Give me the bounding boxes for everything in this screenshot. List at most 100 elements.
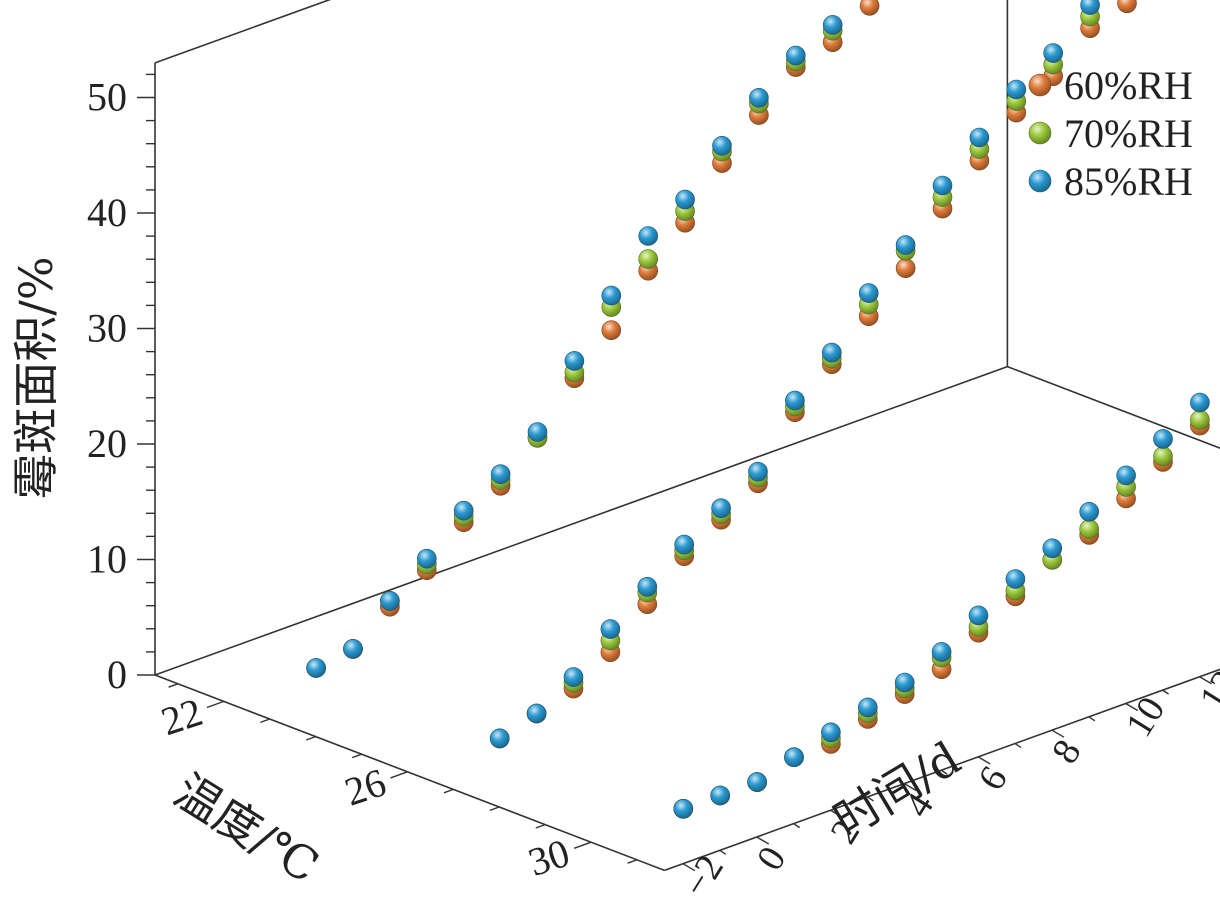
temperature-minor-tick (306, 735, 316, 741)
data-point-60pctrh (1117, 0, 1137, 14)
data-point-85pctrh (563, 667, 584, 687)
temperature-major-tick (573, 841, 592, 849)
data-point-85pctrh (490, 464, 511, 485)
legend-label: 85%RH (1064, 159, 1193, 204)
data-point-85pctrh (748, 461, 768, 482)
data-point-85pctrh (637, 576, 658, 597)
data-point-85pctrh (1080, 0, 1100, 15)
data-point-85pctrh (1043, 43, 1063, 63)
time-major-tick (756, 836, 770, 845)
data-point-85pctrh (416, 548, 437, 569)
time-tick-label: 8 (1044, 733, 1090, 771)
top-left-edge (154, 0, 332, 64)
axes-frame (154, 0, 1220, 872)
data-point-85pctrh (600, 619, 621, 639)
data-point-85pctrh (489, 728, 510, 749)
data-point-85pctrh (1042, 538, 1063, 559)
time-minor-tick (793, 823, 801, 829)
data-point-85pctrh (931, 642, 952, 662)
temperature-minor-tick (260, 718, 270, 724)
data-point-70pctrh (1079, 519, 1099, 539)
data-point-85pctrh (526, 703, 547, 724)
z-tick-label: 30 (87, 306, 127, 351)
temperature-axis-title: 温度/℃ (165, 763, 328, 893)
data-point-70pctrh (1153, 446, 1173, 467)
time-tick-label: 10 (1118, 690, 1174, 744)
legend-marker (1028, 73, 1052, 97)
data-point-85pctrh (1006, 79, 1027, 100)
data-point-85pctrh (712, 136, 732, 156)
data-point-85pctrh (822, 15, 843, 35)
data-point-85pctrh (710, 785, 731, 806)
time-minor-tick (1088, 716, 1096, 722)
legend-label: 60%RH (1064, 63, 1193, 108)
data-point-85pctrh (674, 534, 695, 555)
data-point-70pctrh (1190, 409, 1210, 430)
time-tick-label: 6 (970, 759, 1016, 797)
z-axis-title: 霉斑面积/% (9, 256, 63, 499)
temperature-tick-label: 26 (339, 759, 391, 814)
temperature-minor-tick (535, 823, 546, 829)
data-point-85pctrh (675, 189, 695, 210)
data-point-85pctrh (711, 498, 731, 519)
time-major-tick (1125, 702, 1139, 712)
time-major-tick (682, 863, 696, 872)
temperature-minor-tick (443, 788, 454, 794)
z-tick-label: 50 (87, 75, 127, 120)
data-point-85pctrh (1116, 465, 1136, 486)
legend-marker (1028, 169, 1052, 193)
temperature-minor-tick (351, 753, 362, 759)
data-point-85pctrh (306, 658, 326, 678)
data-point-85pctrh (895, 235, 916, 255)
time-major-tick (977, 756, 991, 765)
floor-back-edge (154, 365, 1008, 676)
time-major-tick (903, 782, 917, 792)
data-point-85pctrh (1079, 501, 1099, 522)
time-major-tick (830, 809, 843, 818)
temperature-minor-tick (168, 683, 179, 688)
data-point-85pctrh (673, 798, 694, 819)
time-tick-label: 0 (749, 839, 795, 877)
data-point-85pctrh (858, 283, 879, 303)
data-point-85pctrh (785, 45, 806, 66)
data-point-85pctrh (894, 672, 915, 693)
data-point-85pctrh (380, 591, 400, 611)
time-minor-tick (1162, 689, 1170, 695)
temperature-major-tick (390, 771, 408, 779)
time-minor-tick (940, 769, 948, 775)
data-point-85pctrh (564, 351, 585, 371)
data-points (306, 0, 1210, 819)
data-point-85pctrh (453, 500, 474, 521)
time-minor-tick (1014, 742, 1022, 749)
z-tick-label: 40 (87, 190, 127, 235)
temperature-minor-tick (489, 806, 500, 812)
z-tick-label: 10 (87, 537, 127, 582)
temperature-tick-label: 22 (156, 689, 208, 744)
legend-marker (1028, 121, 1052, 145)
legend-label: 70%RH (1064, 111, 1193, 156)
data-point-85pctrh (857, 697, 878, 718)
data-point-85pctrh (969, 127, 990, 148)
data-point-85pctrh (932, 175, 953, 196)
z-tick-label: 20 (87, 421, 127, 466)
data-point-60pctrh (859, 0, 880, 16)
data-point-85pctrh (784, 747, 804, 768)
time-major-tick (1051, 729, 1065, 738)
time-minor-tick (867, 796, 874, 802)
time-major-tick (1199, 676, 1212, 685)
time-axis-line (664, 668, 1220, 872)
time-tick-label: −2 (675, 848, 732, 902)
floor-right-edge (1007, 365, 1220, 449)
time-axis-title: 时间/d (824, 731, 969, 848)
temperature-minor-tick (627, 859, 638, 864)
temperature-major-tick (206, 700, 225, 709)
data-point-85pctrh (638, 226, 659, 246)
data-point-85pctrh (1153, 429, 1173, 449)
data-point-85pctrh (1005, 569, 1026, 589)
data-point-60pctrh (601, 320, 622, 341)
data-point-70pctrh (638, 249, 659, 269)
data-point-85pctrh (527, 422, 548, 442)
